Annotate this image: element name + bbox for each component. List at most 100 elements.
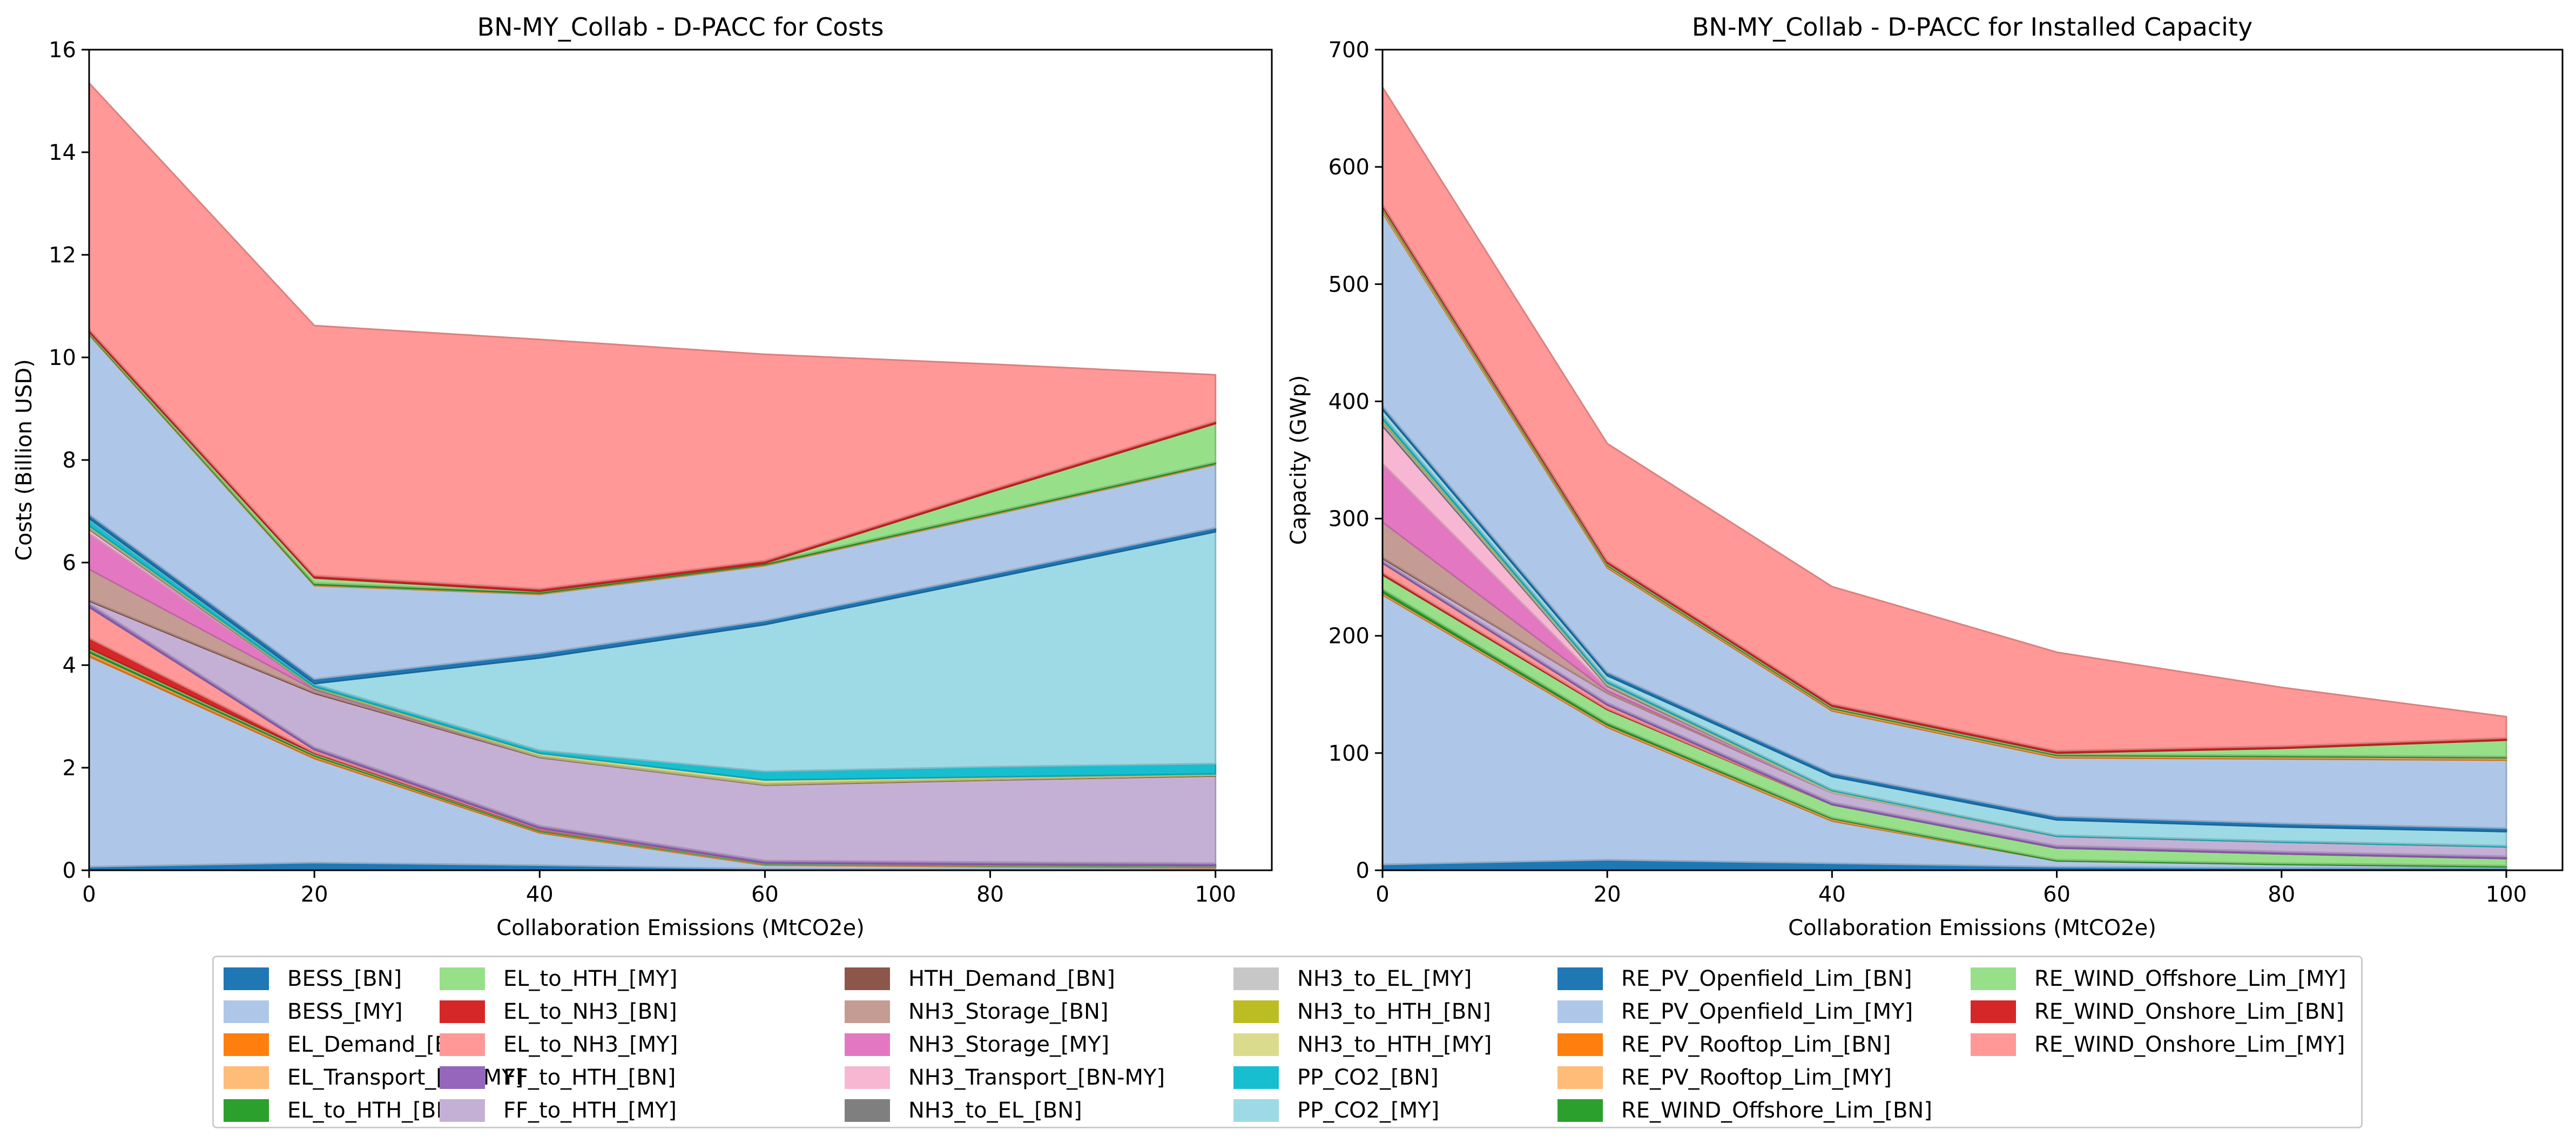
legend-label: EL_to_NH3_[MY] <box>503 1032 678 1057</box>
x-tick-label: 80 <box>976 882 1004 907</box>
legend-swatch <box>224 1000 269 1023</box>
legend-entry-ff-to-hth-my: FF_to_HTH_[MY] <box>440 1095 677 1126</box>
x-tick-label: 60 <box>751 882 779 907</box>
legend-swatch <box>845 1066 890 1089</box>
costs-axis-ticks: 0 20 40 60 80 100 0 2 4 6 8 10 12 14 16 <box>49 38 1236 907</box>
legend-label: FF_to_HTH_[MY] <box>503 1098 677 1123</box>
legend-label: BESS_[MY] <box>287 999 403 1024</box>
y-tick-label: 8 <box>63 448 76 473</box>
legend-swatch <box>1233 1066 1279 1089</box>
legend-label: EL_to_NH3_[BN] <box>503 999 677 1024</box>
legend-swatch <box>1971 967 2016 990</box>
legend-label: NH3_to_HTH_[MY] <box>1297 1032 1492 1057</box>
legend-entry-pp-co2-my: PP_CO2_[MY] <box>1233 1095 1439 1126</box>
capacity-y-axis-label: Capacity (GWp) <box>1286 375 1311 545</box>
y-tick-label: 600 <box>1329 155 1370 180</box>
legend-swatch <box>1557 1066 1603 1089</box>
legend-label: RE_WIND_Onshore_Lim_[MY] <box>2034 1032 2345 1057</box>
costs-x-axis-label: Collaboration Emissions (MtCO2e) <box>496 916 865 940</box>
capacity-area-layers <box>1381 86 2507 871</box>
legend-swatch <box>1557 967 1603 990</box>
legend-entry-nh3-to-hth-my: NH3_to_HTH_[MY] <box>1233 1030 1492 1060</box>
x-tick-label: 40 <box>1818 882 1846 907</box>
legend-label: BESS_[BN] <box>287 966 402 991</box>
x-tick-label: 0 <box>1375 882 1389 907</box>
legend-swatch <box>440 1000 485 1023</box>
legend-swatch <box>1557 1033 1603 1056</box>
capacity-chart: BN-MY_Collab - D-PACC for Installed Capa… <box>1286 12 2564 940</box>
legend-swatch <box>224 1033 269 1056</box>
legend-label: NH3_to_EL_[MY] <box>1297 966 1472 991</box>
y-tick-label: 6 <box>63 551 76 576</box>
y-tick-label: 0 <box>63 858 76 883</box>
legend-entry-el-to-hth-my: EL_to_HTH_[MY] <box>440 964 677 994</box>
y-tick-label: 500 <box>1329 272 1370 297</box>
legend-swatch <box>1233 1000 1279 1023</box>
legend-entry-nh3-to-el-bn: NH3_to_EL_[BN] <box>845 1095 1082 1126</box>
costs-chart-title: BN-MY_Collab - D-PACC for Costs <box>477 12 884 42</box>
y-tick-label: 700 <box>1329 38 1370 63</box>
legend-entry-nh3-storage-bn: NH3_Storage_[BN] <box>845 997 1109 1027</box>
legend-entry-re-wind-onshore-lim-my: RE_WIND_Onshore_Lim_[MY] <box>1971 1030 2345 1060</box>
legend-label: NH3_Transport_[BN-MY] <box>908 1065 1165 1090</box>
legend-label: NH3_Storage_[MY] <box>908 1032 1110 1057</box>
capacity-chart-title: BN-MY_Collab - D-PACC for Installed Capa… <box>1692 12 2253 42</box>
legend-swatch <box>1971 1033 2016 1056</box>
legend-label: RE_WIND_Offshore_Lim_[BN] <box>1621 1098 1932 1123</box>
legend-entry-el-demand-bn: EL_Demand_[BN] <box>224 1030 474 1060</box>
legend-entry-el-to-nh3-my: EL_to_NH3_[MY] <box>440 1030 678 1060</box>
y-tick-label: 16 <box>49 38 76 63</box>
legend-swatch <box>224 1099 269 1122</box>
y-tick-label: 100 <box>1329 741 1370 766</box>
legend-swatch <box>224 1066 269 1089</box>
y-tick-label: 300 <box>1329 507 1370 532</box>
x-tick-label: 20 <box>1594 882 1621 907</box>
legend-swatch <box>440 1099 485 1122</box>
legend-swatch <box>1233 1099 1279 1122</box>
capacity-axis-ticks: 0 20 40 60 80 100 0 100 200 300 400 500 600 700 <box>1329 38 2527 907</box>
legend-entry-re-wind-onshore-lim-bn: RE_WIND_Onshore_Lim_[BN] <box>1971 997 2344 1027</box>
legend-entry-nh3-to-hth-bn: NH3_to_HTH_[BN] <box>1233 997 1491 1027</box>
legend-label: PP_CO2_[MY] <box>1297 1098 1440 1123</box>
x-tick-label: 40 <box>526 882 554 907</box>
legend-label: RE_WIND_Onshore_Lim_[BN] <box>2034 999 2344 1024</box>
legend-entry-re-pv-rooftop-lim-my: RE_PV_Rooftop_Lim_[MY] <box>1557 1062 1892 1093</box>
legend-label: RE_PV_Rooftop_Lim_[BN] <box>1621 1032 1891 1057</box>
legend-swatch <box>1971 1000 2016 1023</box>
legend-label: FF_to_HTH_[BN] <box>503 1065 676 1090</box>
legend-swatch <box>440 967 485 990</box>
legend-entry-nh3-to-el-my: NH3_to_EL_[MY] <box>1233 964 1472 994</box>
x-tick-label: 100 <box>1195 882 1236 907</box>
x-tick-label: 80 <box>2268 882 2295 907</box>
legend-label: EL_to_HTH_[MY] <box>503 966 678 991</box>
y-tick-label: 4 <box>63 653 76 678</box>
legend-entry-re-wind-offshore-lim-bn: RE_WIND_Offshore_Lim_[BN] <box>1557 1095 1932 1126</box>
legend-entry-el-to-hth-bn: EL_to_HTH_[BN] <box>224 1095 461 1126</box>
legend-swatch <box>1557 1000 1603 1023</box>
legend-swatch <box>845 1000 890 1023</box>
legend-swatch <box>1233 1033 1279 1056</box>
legend-entry-re-pv-openfield-lim-my: RE_PV_Openfield_Lim_[MY] <box>1557 997 1913 1027</box>
y-tick-label: 0 <box>1356 858 1370 883</box>
capacity-plot-frame <box>1381 49 2564 871</box>
x-tick-label: 60 <box>2043 882 2071 907</box>
legend-label: RE_PV_Rooftop_Lim_[MY] <box>1621 1065 1892 1090</box>
y-tick-label: 2 <box>63 756 76 781</box>
legend-label: PP_CO2_[BN] <box>1297 1065 1439 1090</box>
legend-entry-pp-co2-bn: PP_CO2_[BN] <box>1233 1062 1439 1093</box>
legend-label: RE_PV_Openfield_Lim_[MY] <box>1621 999 1913 1024</box>
y-tick-label: 14 <box>49 140 76 165</box>
x-tick-label: 100 <box>2486 882 2527 907</box>
legend-swatch <box>224 967 269 990</box>
legend-entry-bess-my: BESS_[MY] <box>224 997 403 1027</box>
y-tick-label: 10 <box>49 346 76 370</box>
legend-label: NH3_to_HTH_[BN] <box>1297 999 1491 1024</box>
y-tick-label: 400 <box>1329 389 1370 414</box>
legend-entry-re-pv-openfield-lim-bn: RE_PV_Openfield_Lim_[BN] <box>1557 964 1912 994</box>
costs-y-axis-label: Costs (Billion USD) <box>12 359 37 561</box>
legend-swatch <box>440 1033 485 1056</box>
costs-area-layers <box>88 82 1217 871</box>
legend-swatch <box>845 967 890 990</box>
legend-swatch <box>1233 967 1279 990</box>
